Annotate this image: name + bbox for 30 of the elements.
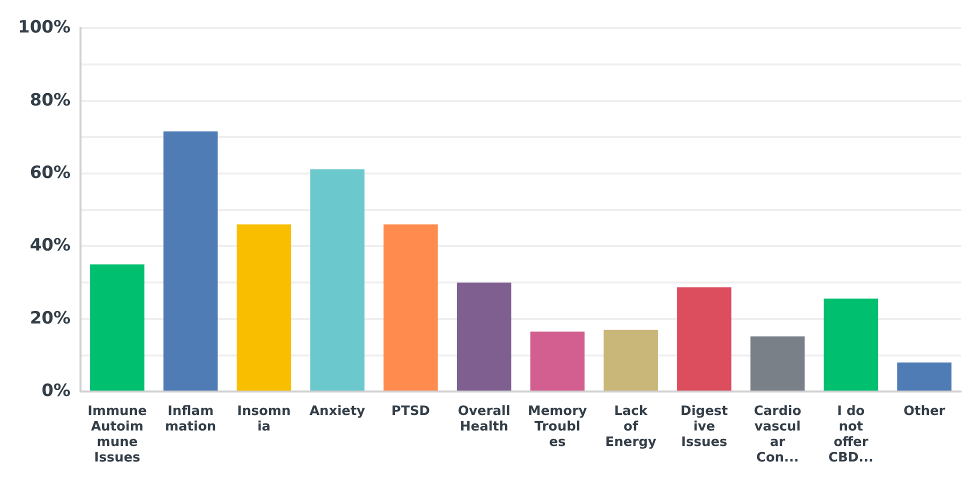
bar (90, 264, 144, 391)
x-tick-label: Immune Autoimmune Issues (88, 404, 148, 466)
x-tick-label: PTSD (391, 404, 430, 419)
bar (530, 332, 585, 391)
x-tick-label: Memory Troubles (528, 404, 588, 450)
bar (604, 330, 658, 391)
x-tick-label: Overall Health (458, 404, 510, 434)
bar (163, 131, 218, 391)
bar (456, 282, 512, 391)
y-tick-label: 40% (30, 236, 71, 256)
x-tick-label: Anxiety (309, 404, 366, 419)
bar (824, 298, 878, 391)
x-tick-label: Cardiovascular Con... (754, 404, 802, 466)
x-tick-label: Inflammation (164, 404, 216, 434)
bar (750, 336, 805, 391)
bar (236, 224, 292, 391)
bar (677, 287, 732, 391)
bar (310, 169, 364, 391)
y-tick-label: 20% (30, 308, 71, 328)
y-tick-label: 0% (42, 381, 71, 402)
y-tick-label: 60% (30, 162, 71, 183)
x-tick-label: I do not offer CBD... (828, 404, 874, 466)
bar (384, 224, 438, 391)
y-tick-label: 80% (30, 90, 71, 110)
x-tick-label: Other (903, 404, 946, 419)
x-tick-label: Digestive Issues (680, 404, 728, 450)
x-tick-label: Insomnia (237, 404, 291, 434)
bar (897, 362, 952, 391)
y-tick-label: 100% (18, 18, 71, 38)
x-tick-label: Lack of Energy (605, 404, 657, 450)
